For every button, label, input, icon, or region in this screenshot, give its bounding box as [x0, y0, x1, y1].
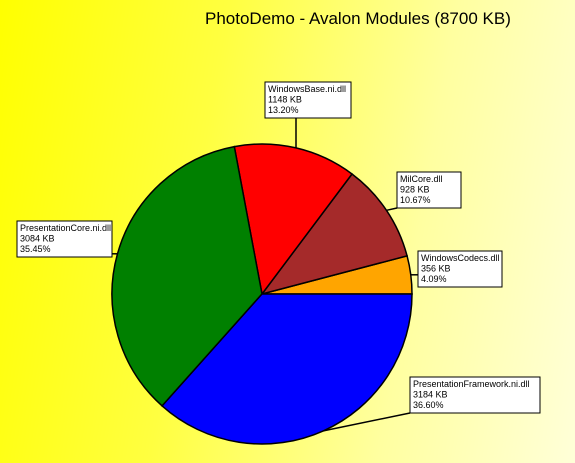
slice-name-label-1: MilCore.dll: [400, 174, 443, 184]
pie-slice-1: [260, 172, 408, 296]
slice-size-label-2: 1148 KB: [268, 95, 302, 105]
pie-slice-3: [111, 145, 263, 407]
pie-slice-2: [233, 143, 354, 296]
leader-line-1: [386, 207, 398, 212]
slice-percent-label-4: 36.60%: [413, 400, 444, 410]
slice-percent-label-2: 13.20%: [268, 105, 299, 115]
slice-name-label-0: WindowsCodecs.dll: [421, 253, 500, 263]
label-box-0: [417, 250, 503, 288]
label-box-2: [264, 81, 352, 119]
slice-percent-label-1: 10.67%: [400, 195, 431, 205]
slice-name-label-2: WindowsBase.ni.dll: [268, 84, 346, 94]
slice-percent-label-3: 35.45%: [20, 244, 51, 254]
leader-line-4: [323, 412, 411, 432]
slice-size-label-1: 928 KB: [400, 185, 430, 195]
slice-size-label-4: 3184 KB: [413, 390, 448, 400]
slice-percent-label-0: 4.09%: [421, 274, 447, 284]
slice-name-label-3: PresentationCore.ni.dll: [20, 223, 111, 233]
slice-size-label-3: 3084 KB: [20, 234, 55, 244]
label-box-1: [396, 171, 462, 209]
slice-name-label-4: PresentationFramework.ni.dll: [413, 379, 530, 389]
slice-size-label-0: 356 KB: [421, 264, 451, 274]
label-box-3: [16, 220, 113, 258]
label-box-4: [409, 376, 541, 414]
chart-title: PhotoDemo - Avalon Modules (8700 KB): [205, 9, 511, 28]
